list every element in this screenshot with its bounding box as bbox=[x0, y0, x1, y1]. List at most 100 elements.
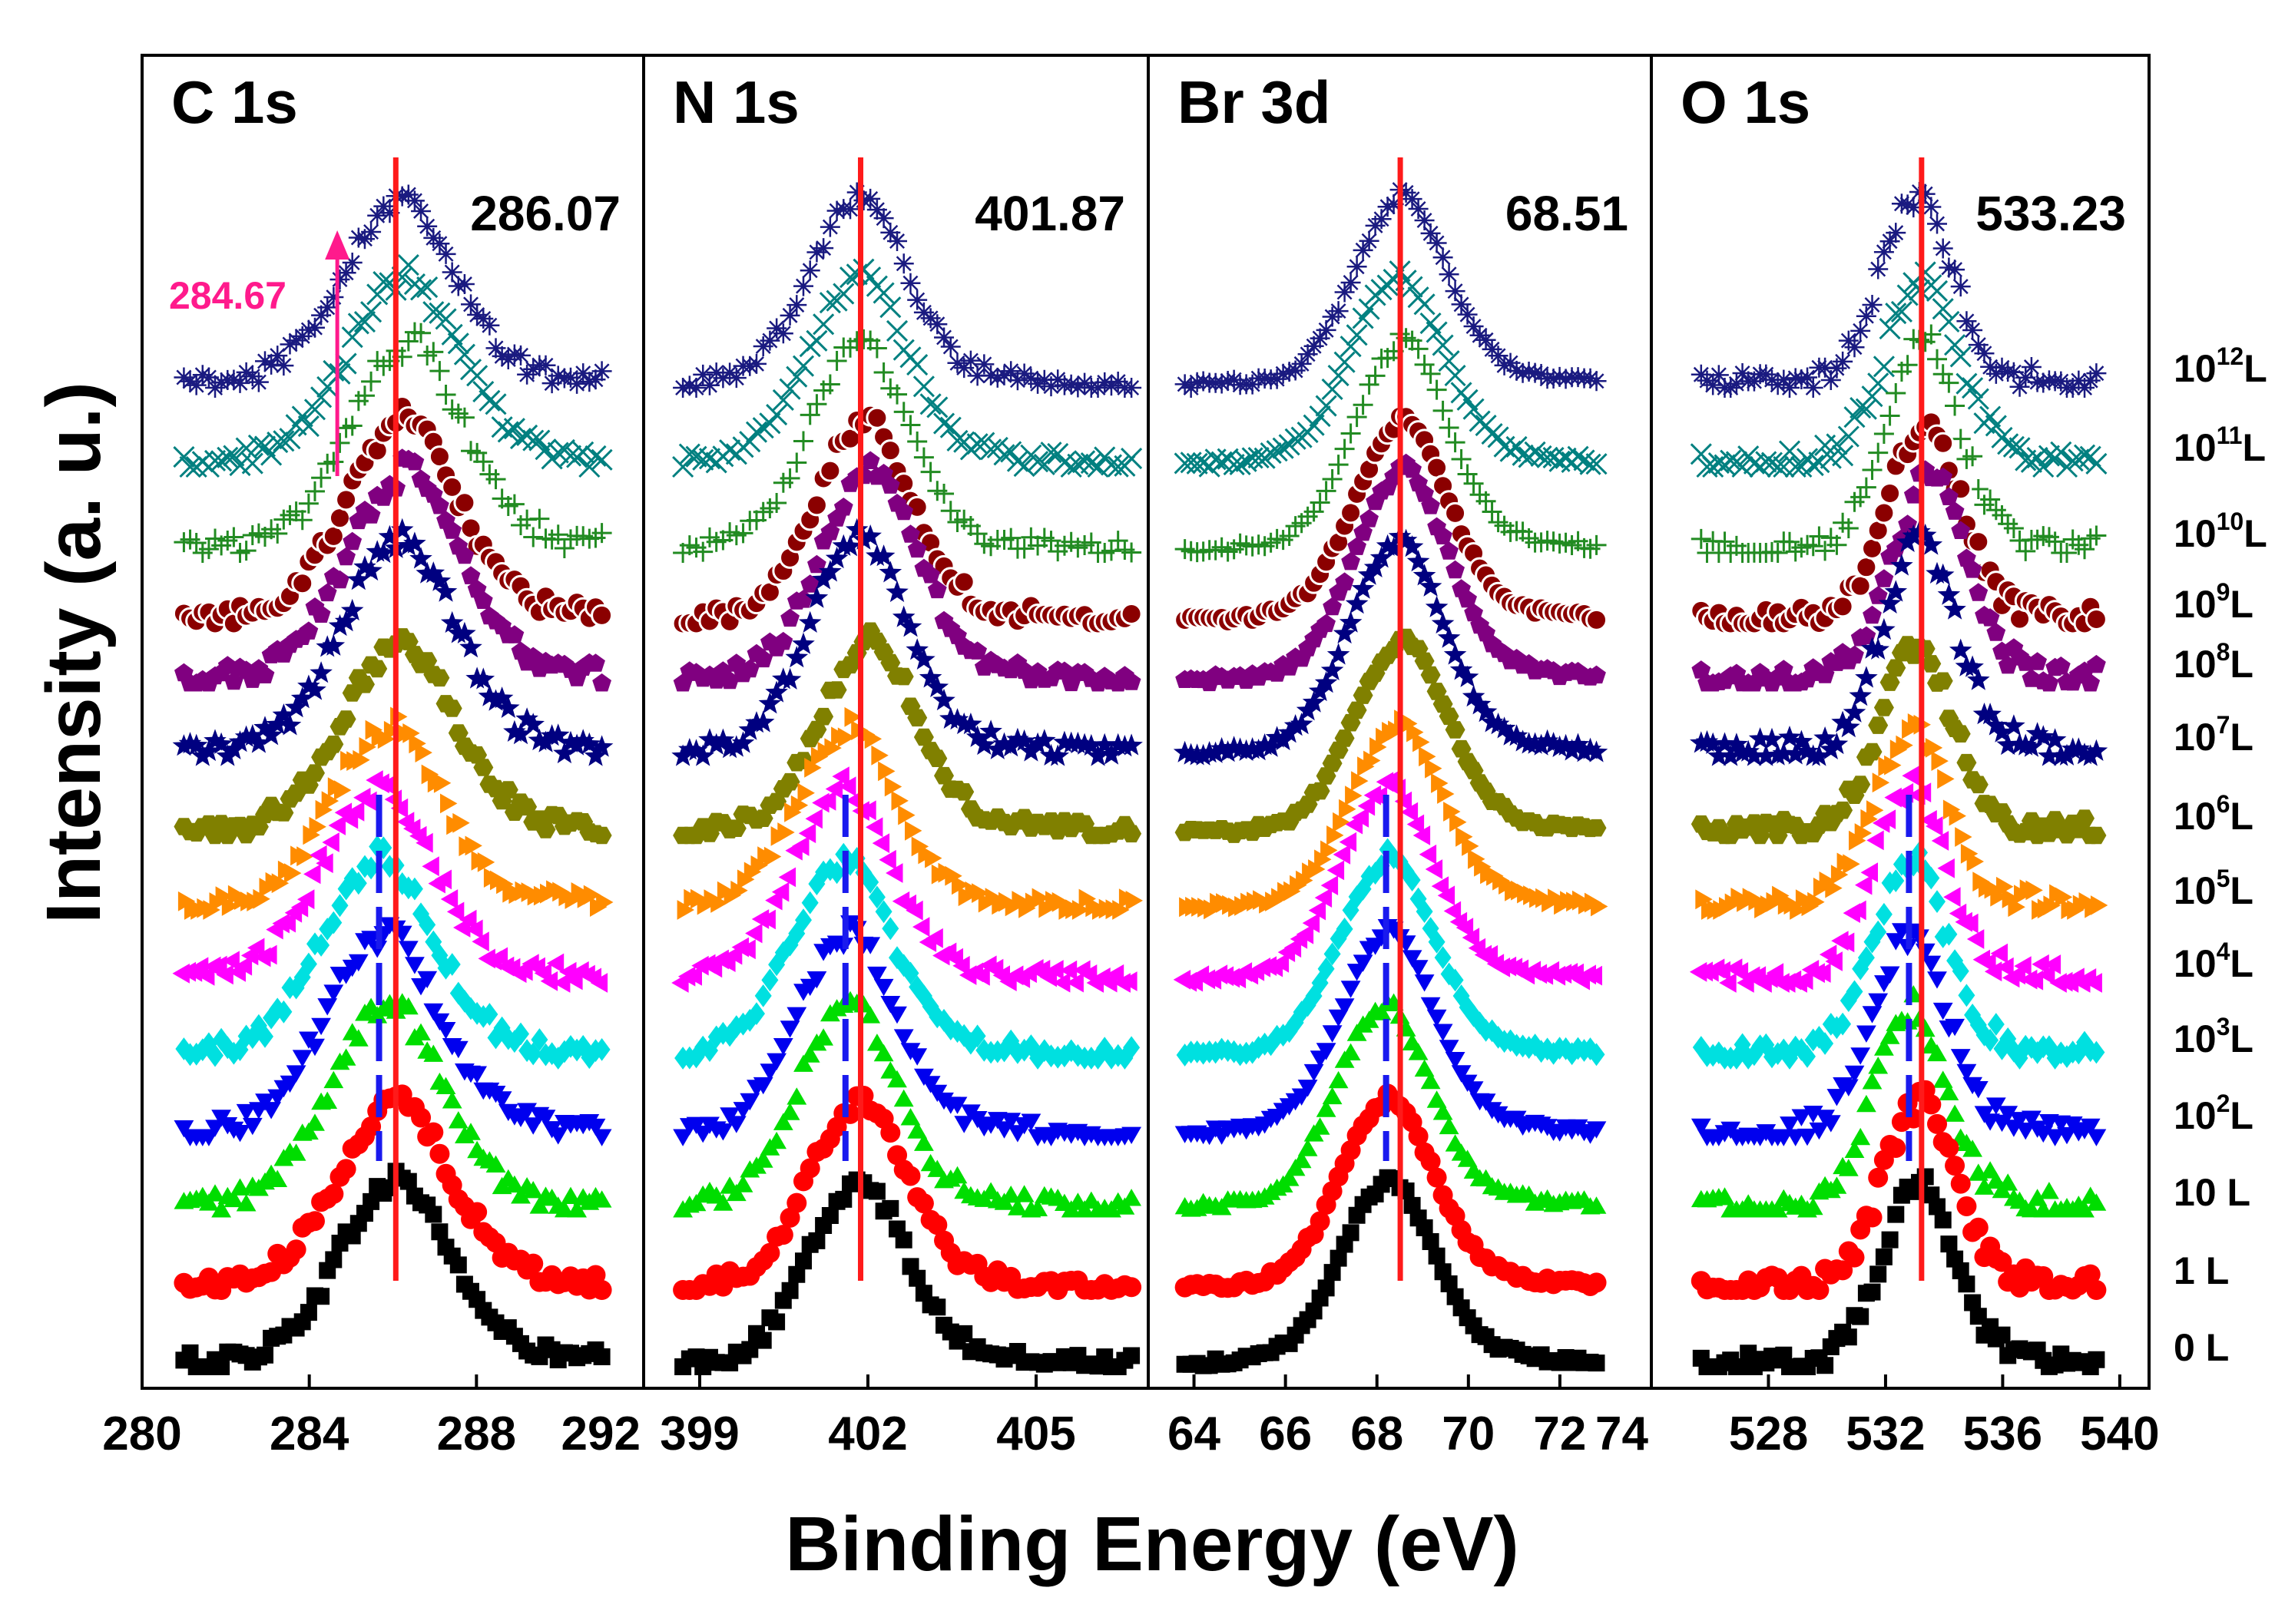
data-point bbox=[1439, 1040, 1459, 1057]
data-point bbox=[1322, 1087, 1343, 1105]
data-point bbox=[1931, 751, 1949, 771]
data-point bbox=[1041, 531, 1061, 551]
data-point bbox=[2011, 1047, 2028, 1070]
data-point bbox=[1366, 862, 1384, 885]
data-point bbox=[1780, 378, 1800, 398]
data-point bbox=[1710, 1041, 1727, 1064]
data-point bbox=[2056, 543, 2077, 563]
data-point bbox=[1868, 1167, 1889, 1188]
data-point bbox=[2028, 652, 2047, 670]
data-point bbox=[848, 847, 866, 870]
data-point bbox=[453, 491, 476, 514]
data-point bbox=[1320, 875, 1339, 895]
data-point bbox=[293, 965, 311, 989]
data-point bbox=[373, 270, 395, 293]
data-point bbox=[337, 877, 355, 901]
data-point bbox=[1563, 1042, 1581, 1066]
data-point bbox=[443, 953, 461, 976]
data-point bbox=[777, 822, 795, 842]
data-point bbox=[1708, 365, 1729, 385]
data-point bbox=[1861, 385, 1883, 408]
data-point bbox=[1966, 852, 1984, 872]
data-point bbox=[1440, 1275, 1458, 1292]
data-point bbox=[490, 947, 508, 967]
data-point bbox=[813, 313, 835, 336]
data-point bbox=[441, 323, 463, 346]
data-point bbox=[1897, 355, 1918, 375]
data-point bbox=[1446, 560, 1465, 579]
data-point bbox=[1862, 1207, 1883, 1228]
data-point bbox=[1820, 737, 1843, 759]
series-1 bbox=[1691, 1080, 2107, 1300]
data-point bbox=[1914, 261, 1936, 283]
data-point bbox=[284, 863, 302, 883]
data-point bbox=[873, 362, 894, 383]
data-point bbox=[805, 809, 823, 829]
data-point bbox=[1297, 344, 1318, 365]
secondary-peak-label: 284.67 bbox=[169, 274, 286, 317]
data-point bbox=[1409, 887, 1427, 911]
data-point bbox=[1968, 1081, 1989, 1099]
data-point bbox=[819, 560, 842, 582]
data-point bbox=[1586, 819, 1607, 837]
data-point bbox=[1856, 626, 1876, 645]
data-point bbox=[1414, 210, 1435, 231]
data-point bbox=[313, 1288, 330, 1305]
data-point bbox=[465, 835, 482, 856]
data-point bbox=[473, 590, 493, 609]
data-point bbox=[855, 861, 873, 885]
data-point bbox=[1961, 655, 1984, 677]
data-point bbox=[726, 368, 747, 389]
data-point bbox=[1280, 1020, 1298, 1044]
data-point bbox=[535, 438, 557, 461]
data-point bbox=[1445, 721, 1465, 739]
data-point bbox=[299, 621, 319, 640]
data-point bbox=[1348, 885, 1366, 908]
data-point bbox=[835, 1190, 853, 1208]
data-point bbox=[1291, 353, 1312, 374]
data-point bbox=[496, 874, 514, 895]
data-point bbox=[383, 720, 402, 741]
data-point bbox=[906, 354, 929, 376]
data-point bbox=[753, 649, 773, 668]
data-point bbox=[175, 1037, 193, 1060]
data-point bbox=[2014, 956, 2032, 976]
data-point bbox=[280, 334, 300, 355]
data-point bbox=[1691, 528, 1711, 549]
data-point bbox=[1873, 423, 1894, 444]
data-point bbox=[954, 783, 975, 801]
data-point bbox=[1567, 445, 1589, 468]
data-point bbox=[2086, 363, 2107, 384]
data-point bbox=[300, 952, 317, 976]
data-point bbox=[1767, 455, 1789, 478]
data-point bbox=[1443, 901, 1462, 921]
data-point bbox=[2008, 437, 2031, 459]
data-point bbox=[825, 779, 843, 799]
data-point bbox=[826, 200, 847, 221]
series-0 bbox=[674, 1171, 1141, 1375]
data-point bbox=[932, 688, 955, 711]
series-9 bbox=[174, 448, 611, 692]
data-point bbox=[1302, 913, 1320, 933]
data-point bbox=[1778, 440, 1801, 462]
data-point bbox=[398, 941, 419, 958]
data-point bbox=[967, 524, 988, 544]
data-point bbox=[1868, 1057, 1889, 1074]
data-point bbox=[1217, 370, 1238, 391]
data-point bbox=[1796, 970, 1813, 991]
data-point bbox=[1055, 1044, 1073, 1068]
data-point bbox=[572, 441, 594, 463]
data-point bbox=[1993, 1037, 2011, 1060]
data-point bbox=[546, 723, 570, 746]
data-point bbox=[1029, 1047, 1047, 1070]
data-point bbox=[780, 305, 800, 326]
data-point bbox=[1856, 1025, 1876, 1043]
data-point bbox=[1955, 827, 1972, 847]
data-point bbox=[1843, 406, 1866, 428]
data-point bbox=[1315, 395, 1337, 417]
data-point bbox=[1956, 311, 1977, 332]
data-point bbox=[1310, 1117, 1330, 1135]
data-point bbox=[1001, 528, 1022, 548]
data-point bbox=[236, 541, 257, 561]
data-point bbox=[902, 961, 919, 985]
